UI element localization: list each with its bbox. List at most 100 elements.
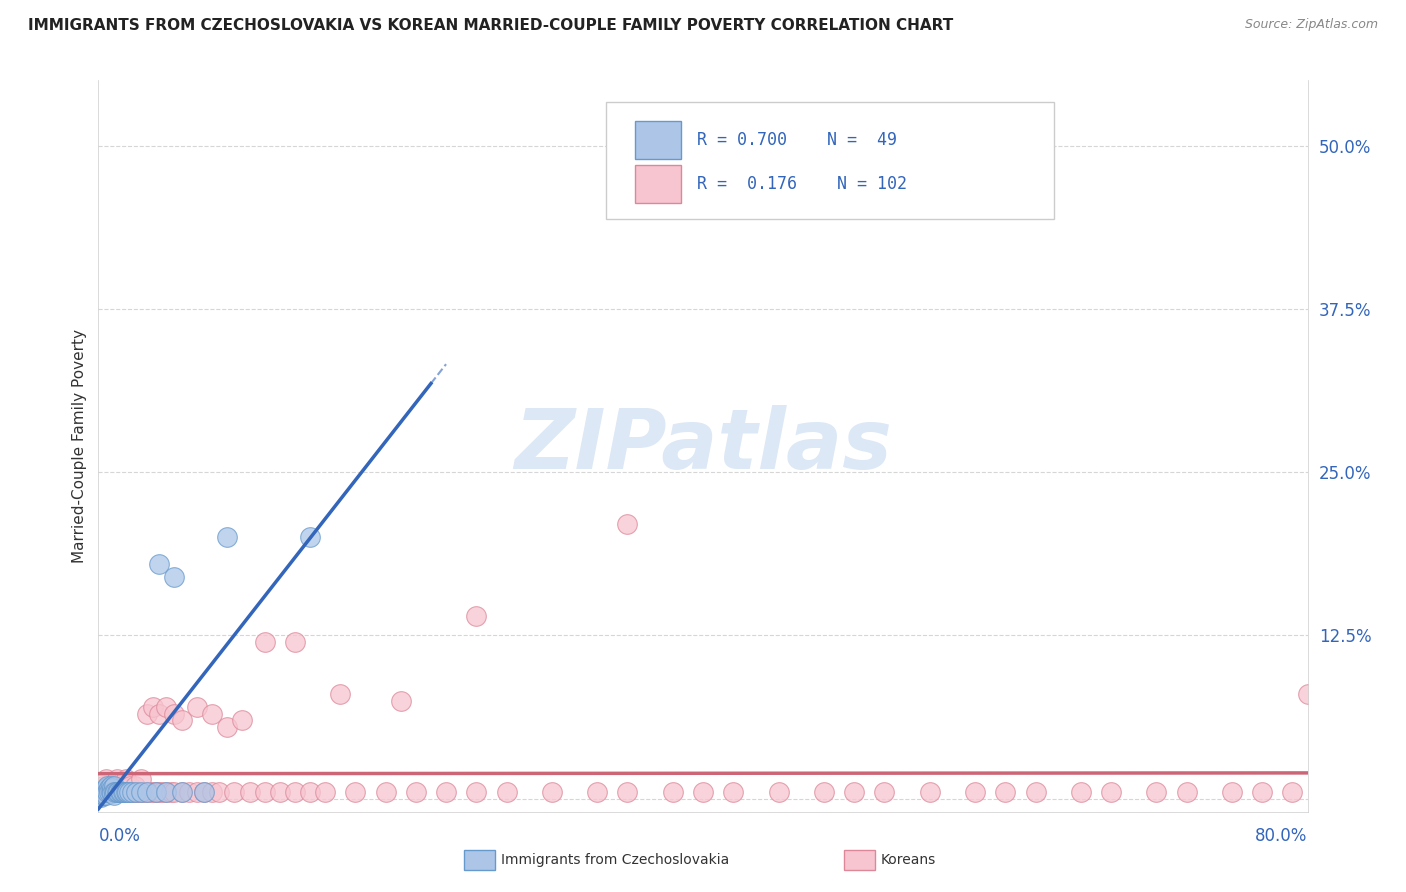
Point <box>125 785 148 799</box>
Point <box>93 788 115 802</box>
Point <box>104 785 127 799</box>
Point <box>465 608 488 623</box>
Point <box>108 785 131 799</box>
Point <box>98 785 121 799</box>
Point <box>107 785 129 799</box>
Point <box>155 785 177 799</box>
Point <box>284 785 307 799</box>
Point <box>94 785 117 799</box>
Point <box>139 785 162 799</box>
Point <box>118 785 141 799</box>
Point <box>1024 785 1046 799</box>
Point <box>231 714 253 728</box>
Point <box>105 785 128 799</box>
Point <box>103 785 125 799</box>
Point <box>115 785 138 799</box>
Point <box>129 785 152 799</box>
Point <box>163 569 186 583</box>
Point <box>107 785 129 799</box>
Point <box>103 779 125 793</box>
Point <box>148 706 170 721</box>
Point <box>208 785 231 799</box>
FancyBboxPatch shape <box>606 103 1053 219</box>
Point <box>163 785 186 799</box>
Point <box>170 785 193 799</box>
Text: IMMIGRANTS FROM CZECHOSLOVAKIA VS KOREAN MARRIED-COUPLE FAMILY POVERTY CORRELATI: IMMIGRANTS FROM CZECHOSLOVAKIA VS KOREAN… <box>28 18 953 33</box>
Point <box>148 557 170 571</box>
Point <box>616 517 638 532</box>
Point <box>121 785 143 799</box>
Text: 80.0%: 80.0% <box>1256 827 1308 845</box>
Point <box>93 785 115 799</box>
Point <box>94 772 117 786</box>
Point <box>128 785 150 799</box>
Point <box>111 785 134 799</box>
Point <box>193 785 215 799</box>
Text: R = 0.700    N =  49: R = 0.700 N = 49 <box>697 130 897 149</box>
Point <box>405 785 427 799</box>
Point <box>918 785 941 799</box>
Point <box>145 785 167 799</box>
Point <box>129 785 152 799</box>
Point <box>101 781 124 796</box>
Point <box>224 785 246 799</box>
Point <box>110 785 132 799</box>
Point <box>89 785 111 799</box>
Point <box>253 635 276 649</box>
Point <box>98 785 121 799</box>
Point <box>96 779 118 793</box>
Point <box>661 785 683 799</box>
Point <box>1281 785 1303 799</box>
Point <box>284 635 307 649</box>
Point <box>269 785 291 799</box>
Point <box>155 785 177 799</box>
Point <box>465 785 488 799</box>
Point <box>299 785 322 799</box>
Point <box>723 785 745 799</box>
Point <box>160 785 183 799</box>
Point <box>1175 785 1198 799</box>
Point <box>616 785 638 799</box>
Point <box>90 790 112 805</box>
Bar <box>636 120 682 159</box>
Point <box>90 785 112 799</box>
Point <box>114 785 136 799</box>
Text: R =  0.176    N = 102: R = 0.176 N = 102 <box>697 175 907 194</box>
Point <box>125 785 148 799</box>
Point <box>91 785 114 799</box>
Point <box>994 785 1017 799</box>
Point <box>90 789 112 803</box>
Point <box>873 785 896 799</box>
Point <box>1099 785 1122 799</box>
Point <box>142 785 165 799</box>
Point <box>170 785 193 799</box>
Point <box>374 785 396 799</box>
Point <box>844 785 866 799</box>
Bar <box>636 165 682 203</box>
Point <box>135 785 157 799</box>
Point <box>100 785 122 799</box>
Text: Immigrants from Czechoslovakia: Immigrants from Czechoslovakia <box>501 853 728 867</box>
Point <box>121 785 143 799</box>
Point <box>495 785 517 799</box>
Point <box>142 700 165 714</box>
Point <box>1296 687 1319 701</box>
Point <box>1070 785 1092 799</box>
Point <box>148 785 170 799</box>
Point <box>100 779 122 793</box>
Point <box>91 787 114 801</box>
Point <box>96 785 118 799</box>
Point <box>111 785 134 799</box>
Point <box>96 785 118 799</box>
Point <box>108 785 131 799</box>
Text: Koreans: Koreans <box>880 853 935 867</box>
Point <box>89 785 111 799</box>
Point <box>186 700 208 714</box>
Point <box>94 788 117 802</box>
Point <box>1251 785 1274 799</box>
Point <box>132 785 155 799</box>
Point <box>93 785 115 799</box>
Point <box>314 785 336 799</box>
Point <box>89 789 111 803</box>
Point <box>103 785 125 799</box>
